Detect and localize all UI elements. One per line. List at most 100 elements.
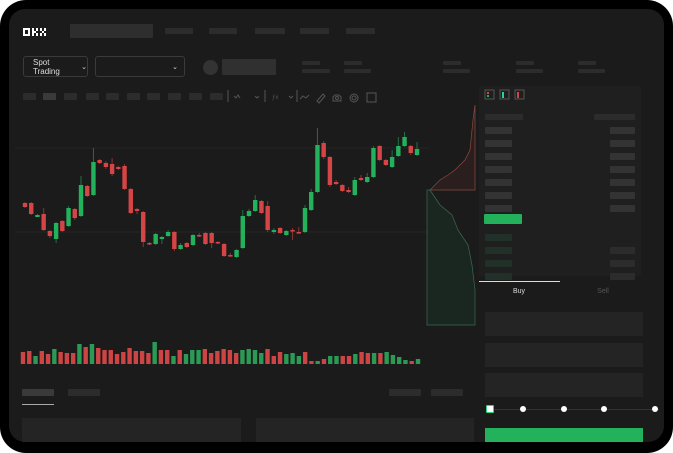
bid-row-price[interactable] bbox=[485, 273, 512, 280]
candle-body bbox=[215, 242, 221, 244]
interval-button[interactable] bbox=[64, 93, 77, 100]
candlestick-chart[interactable] bbox=[9, 95, 429, 395]
ask-row-price[interactable] bbox=[485, 140, 512, 147]
nav-item-4[interactable] bbox=[300, 28, 329, 34]
candle-body bbox=[327, 157, 333, 185]
bottom-tab-2[interactable] bbox=[68, 389, 100, 396]
candle-body bbox=[203, 233, 208, 244]
candle bbox=[234, 249, 239, 258]
candle-body bbox=[389, 157, 395, 167]
slider-stop[interactable] bbox=[561, 406, 567, 412]
volume-bar bbox=[378, 353, 383, 364]
candle bbox=[321, 141, 326, 159]
slider-stop[interactable] bbox=[520, 406, 526, 412]
volume-bar bbox=[171, 356, 176, 364]
nav-item-1[interactable] bbox=[165, 28, 193, 34]
bid-row-price[interactable] bbox=[485, 260, 512, 267]
candle-body bbox=[277, 228, 283, 233]
volume-bar bbox=[165, 350, 170, 364]
slider-stop[interactable] bbox=[601, 406, 607, 412]
interval-button[interactable] bbox=[86, 93, 99, 100]
ask-row-price[interactable] bbox=[485, 153, 512, 160]
bid-row-price[interactable] bbox=[485, 247, 512, 254]
volume-bar bbox=[152, 342, 157, 364]
interval-button[interactable] bbox=[106, 93, 119, 100]
interval-button[interactable] bbox=[23, 93, 36, 100]
nav-item-2[interactable] bbox=[209, 28, 237, 34]
sell-tab[interactable]: Sell bbox=[597, 288, 609, 295]
orderbook-view-icons[interactable] bbox=[484, 89, 526, 101]
volume-bar bbox=[296, 356, 302, 364]
candle bbox=[209, 232, 214, 248]
candle-body bbox=[402, 137, 407, 146]
candle-body bbox=[371, 148, 376, 177]
interval-button[interactable] bbox=[147, 93, 160, 100]
price-input[interactable] bbox=[485, 312, 643, 336]
chevron-down-icon: ⌄ bbox=[81, 63, 87, 71]
bottom-tab-1[interactable] bbox=[22, 389, 54, 396]
candle-body bbox=[97, 160, 102, 163]
ask-row-size bbox=[610, 140, 635, 147]
buy-submit-button[interactable] bbox=[485, 428, 643, 442]
ask-row-price[interactable] bbox=[485, 205, 512, 212]
volume-bar bbox=[334, 356, 339, 364]
slider-stop[interactable] bbox=[652, 406, 658, 412]
candle-body bbox=[377, 146, 382, 160]
volume-bar bbox=[77, 344, 82, 364]
volume-bar bbox=[208, 353, 214, 364]
pair-selector-dropdown[interactable]: ⌄ bbox=[95, 56, 185, 77]
fullscreen-icon bbox=[366, 92, 377, 103]
volume-bar bbox=[96, 348, 101, 364]
candle bbox=[203, 232, 208, 245]
candle-body bbox=[209, 233, 214, 243]
candle bbox=[190, 234, 196, 246]
volume-bar bbox=[371, 353, 377, 364]
nav-item-5[interactable] bbox=[346, 28, 375, 34]
candle-body bbox=[178, 245, 183, 249]
search-input[interactable] bbox=[70, 24, 153, 38]
candle bbox=[377, 145, 382, 161]
pair-name bbox=[222, 59, 276, 75]
total-input[interactable] bbox=[485, 373, 643, 397]
volume-bar bbox=[89, 344, 95, 364]
candle-body bbox=[103, 163, 109, 167]
volume-bar bbox=[403, 360, 408, 364]
interval-button[interactable] bbox=[127, 93, 140, 100]
candle-body bbox=[141, 212, 146, 242]
ask-row-price[interactable] bbox=[485, 192, 512, 199]
bottom-action-2[interactable] bbox=[431, 389, 463, 396]
candle bbox=[122, 164, 127, 190]
interval-button[interactable] bbox=[210, 93, 223, 100]
bid-row-price[interactable] bbox=[485, 234, 512, 241]
candle bbox=[402, 132, 407, 147]
interval-button[interactable] bbox=[168, 93, 181, 100]
interval-button[interactable] bbox=[43, 93, 56, 100]
ask-row-price[interactable] bbox=[485, 166, 512, 173]
slider-handle[interactable] bbox=[486, 405, 494, 413]
okx-logo[interactable] bbox=[23, 26, 49, 38]
candle bbox=[352, 177, 357, 196]
draw-line-icon bbox=[299, 94, 310, 100]
nav-item-3[interactable] bbox=[255, 28, 285, 34]
candle bbox=[72, 208, 77, 220]
chevron-down-icon: ⌄ bbox=[172, 63, 178, 71]
bottom-action-1[interactable] bbox=[389, 389, 421, 396]
volume-bar bbox=[202, 349, 208, 364]
ask-row-price[interactable] bbox=[485, 127, 512, 134]
volume-bar bbox=[127, 348, 132, 364]
candle bbox=[240, 210, 245, 249]
ask-row-price[interactable] bbox=[485, 179, 512, 186]
bottom-card-2 bbox=[256, 418, 474, 442]
candle bbox=[22, 202, 28, 208]
candle bbox=[340, 184, 345, 192]
spot-trading-selector[interactable]: Spot Trading ⌄ bbox=[23, 56, 88, 77]
candle bbox=[346, 187, 351, 193]
volume-bar bbox=[177, 350, 182, 364]
interval-button[interactable] bbox=[189, 93, 202, 100]
candle-body bbox=[35, 215, 40, 217]
amount-input[interactable] bbox=[485, 343, 643, 367]
volume-bar bbox=[302, 352, 308, 364]
candle bbox=[221, 243, 227, 257]
buy-tab[interactable]: Buy bbox=[512, 288, 526, 295]
